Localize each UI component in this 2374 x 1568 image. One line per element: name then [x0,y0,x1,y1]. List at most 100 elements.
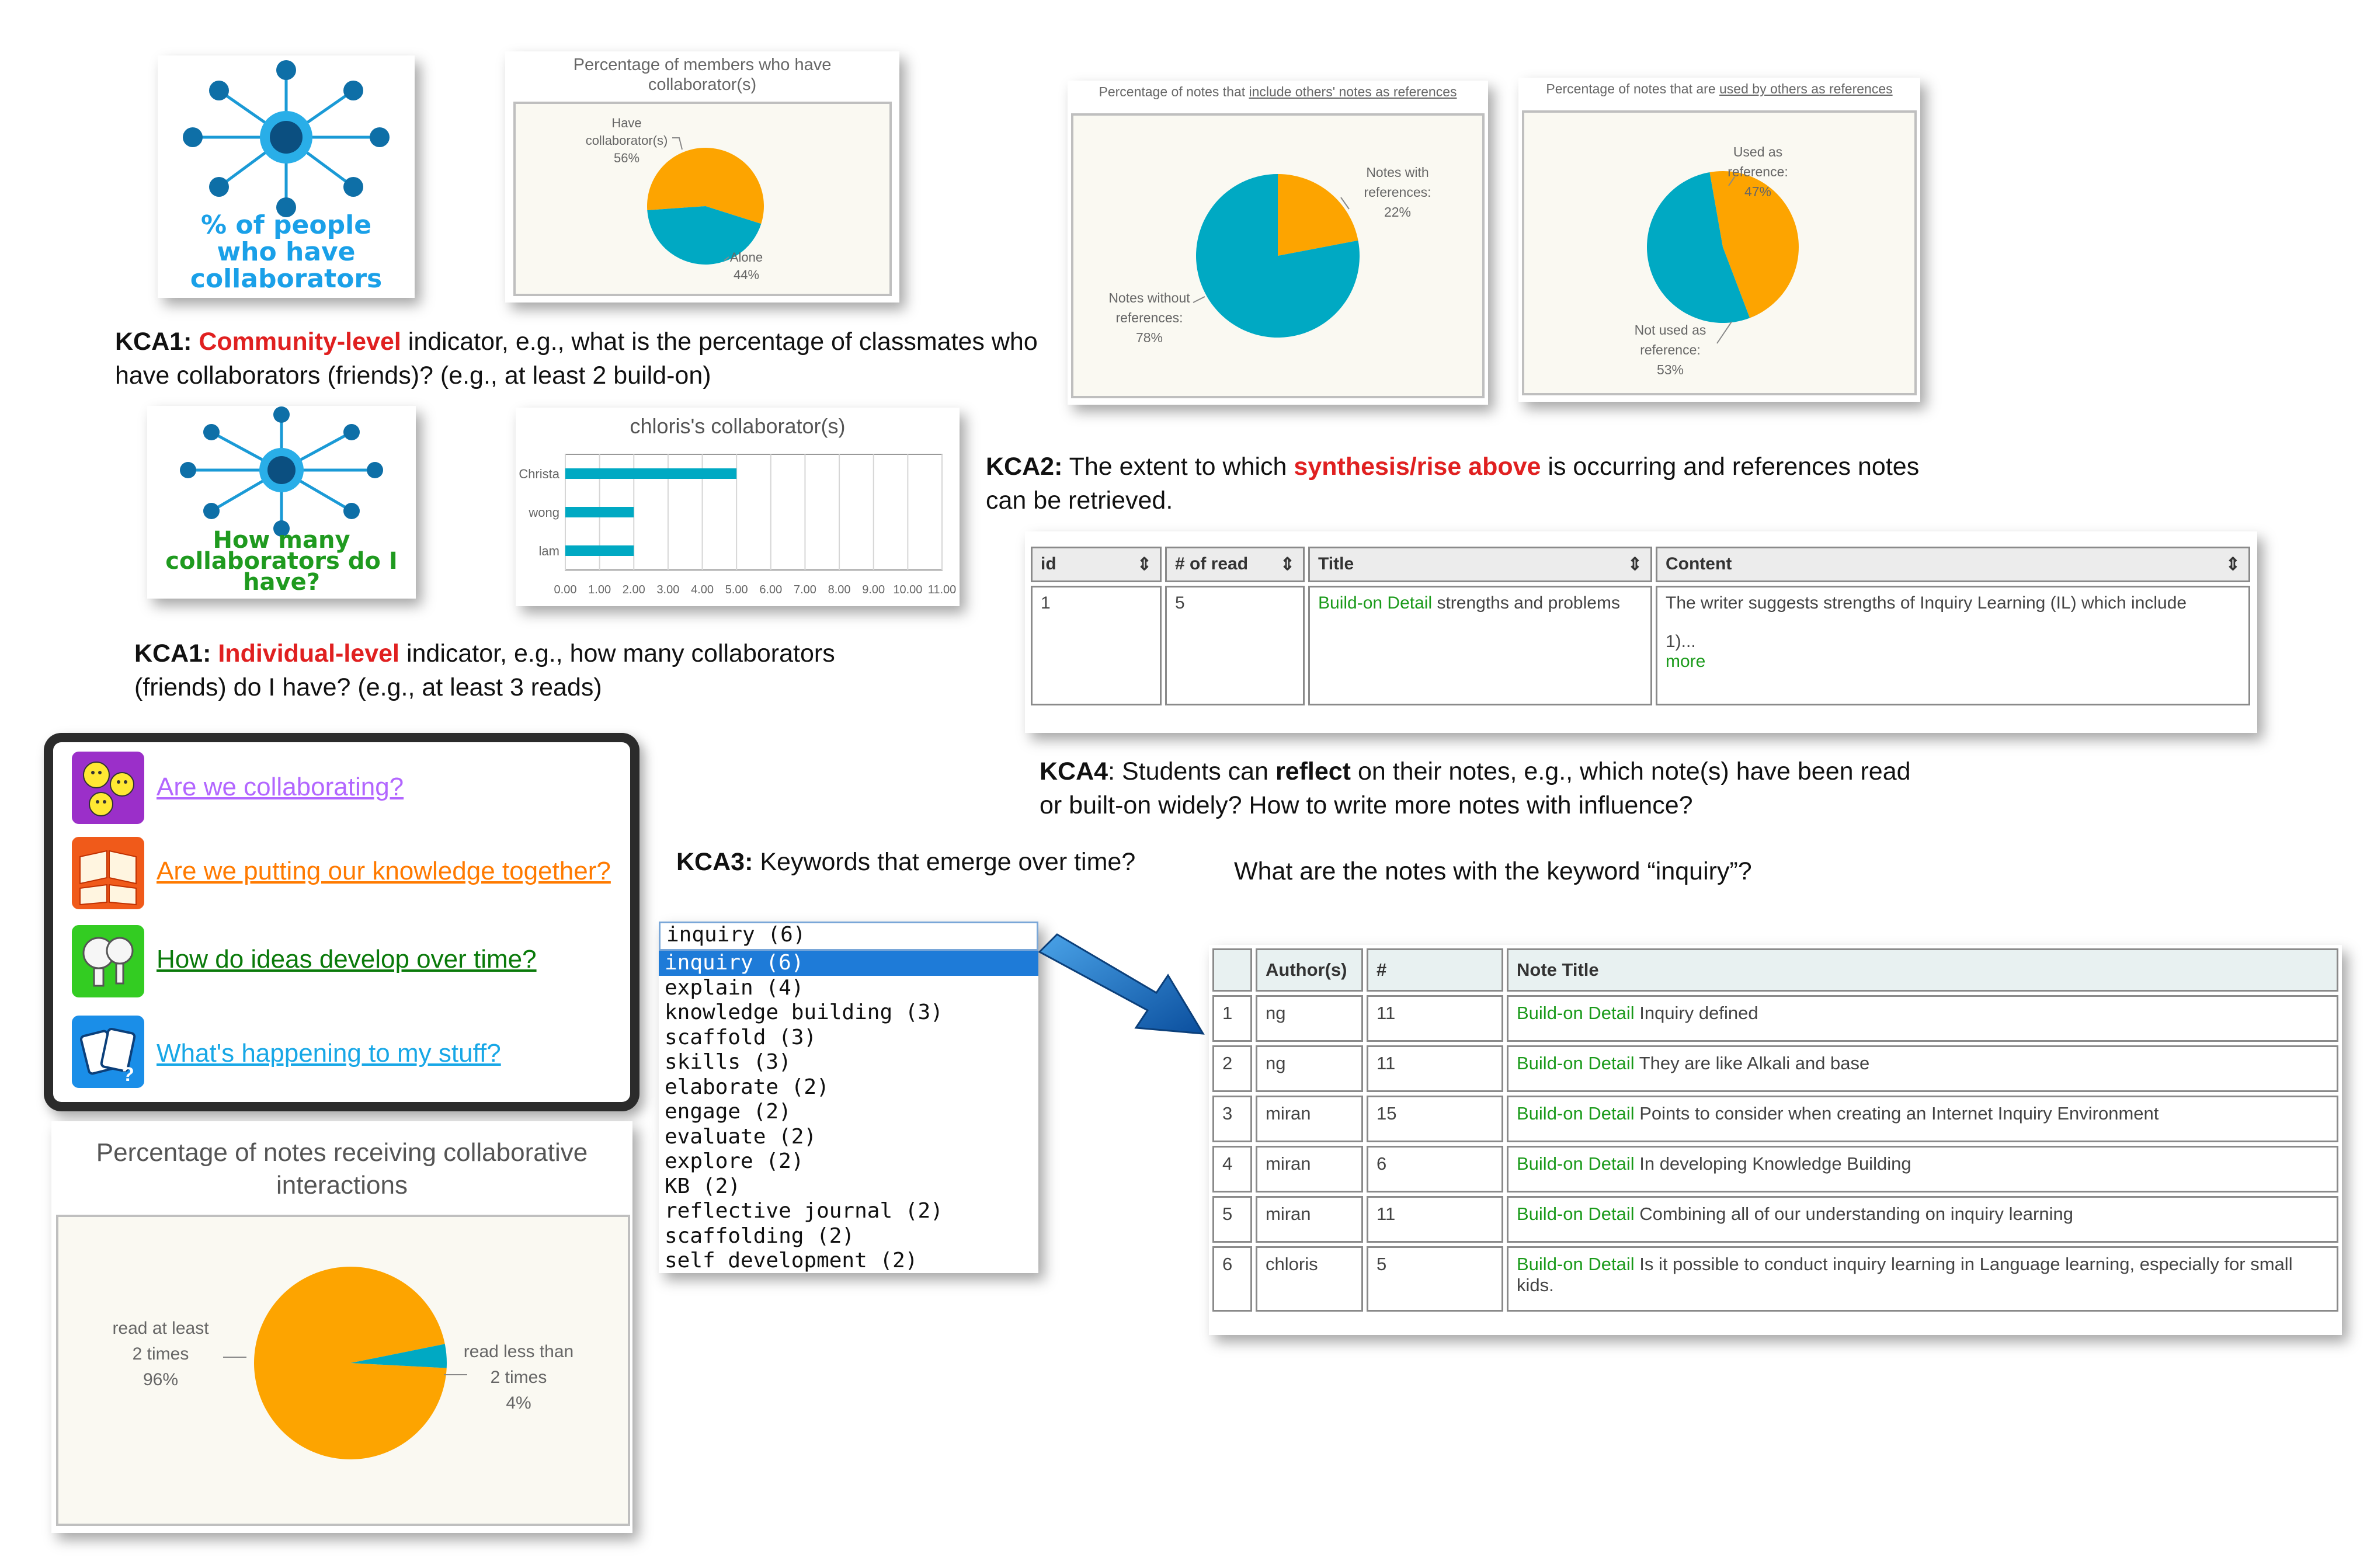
keyword-option[interactable]: explore (2) [665,1149,804,1173]
dashboard-item-ideas[interactable]: How do ideas develop over time? [53,925,630,1007]
pie-percent-label: 96% [143,1370,178,1389]
column-header-reads[interactable]: # [1367,948,1503,992]
x-tick-label: 11.00 [928,583,957,596]
cell-note-title[interactable]: Build-on Detail They are like Alkali and… [1507,1045,2338,1092]
keyword-option[interactable]: explain (4) [665,975,804,1000]
x-tick-label: 4.00 [691,583,714,596]
keyword-option[interactable]: inquiry (6) [659,951,1038,976]
keyword-option[interactable]: elaborate (2) [665,1075,829,1099]
dashboard-link-label[interactable]: Are we collaborating? [157,773,404,801]
table-row: 1 5 Build-on Detail strengths and proble… [1031,586,2250,705]
cell-title[interactable]: Build-on Detail strengths and problems [1308,586,1652,705]
column-header-title[interactable]: Title ⇕ [1308,547,1652,582]
keyword-option[interactable]: scaffold (3) [665,1025,817,1049]
table-row: 2 ng 11 Build-on Detail They are like Alkal… [1212,1045,2338,1092]
community-icon-text: % of people who have collaborators [190,210,383,294]
pie-slice [1278,174,1358,256]
cell-index: 5 [1212,1196,1252,1243]
cell-index: 1 [1212,995,1252,1042]
chart-title: Percentage of notes that include others'… [1099,84,1457,99]
kca1-community-caption: KCA1: Community-level indicator, e.g., w… [115,328,1038,390]
pie-percent-label: 78% [1136,330,1163,345]
bar-chart-title: chloris's collaborator(s) [630,414,846,438]
keyword-option[interactable]: evaluate (2) [665,1124,817,1149]
pie-chart: Have collaborator(s) 56% Alone 44% [586,116,764,282]
smiley-faces-icon [72,752,144,824]
dashboard-menu: Are we collaborating? Are we putting our… [44,733,639,1111]
dashboard-item-my-stuff[interactable]: ? What's happening to my stuff? [53,1016,630,1097]
keyword-dropdown: inquiry (6) inquiry (6) explain (4) knowle… [659,922,1038,1273]
keyword-option[interactable]: engage (2) [665,1100,791,1124]
pie-label: references: [1364,185,1431,200]
pie-chart: read at least 2 times 96% read less than 2 t… [112,1267,573,1459]
cell-author: miran [1256,1196,1363,1243]
cell-note-title[interactable]: Build-on Detail In developing Knowledge … [1507,1146,2338,1192]
community-icon-card: % of people who have collaborators [158,55,415,298]
cell-reads: 11 [1367,995,1503,1042]
keyword-list: inquiry (6) explain (4) knowledge building… [659,951,1038,1274]
dashboard-link-label[interactable]: How do ideas develop over time? [157,945,537,974]
individual-icon-text: How many collaborators do I have? [165,527,398,596]
pie-label: Alone [730,250,763,265]
pie-label: Notes without [1108,290,1190,305]
arrow-icon [1038,933,1205,1035]
keyword-select-input[interactable]: inquiry (6) [659,922,1038,951]
collaborative-interactions-chart: Percentage of notes receiving collaborat… [51,1121,632,1533]
keyword-option[interactable]: reflective journal (2) [665,1199,943,1223]
dashboard-link-label[interactable]: Are we putting our knowledge together? [157,857,611,885]
more-link[interactable]: more [1666,652,1706,671]
pie-label: Used as [1733,144,1782,159]
table-row: 1 ng 11 Build-on Detail Inquiry defined [1212,995,2338,1042]
y-category-label: Christa [519,467,559,481]
pie-slice [254,1267,447,1459]
cell-author: ng [1256,1045,1363,1092]
x-tick-label: 7.00 [794,583,816,596]
table-row: 4 miran 6 Build-on Detail In developing Kno… [1212,1146,2338,1192]
open-books-icon [72,837,144,909]
pie-label: read at least [112,1319,209,1338]
pie-chart: Notes with references: 22% Notes without ref… [1108,165,1431,345]
dashboard-item-collaborating[interactable]: Are we collaborating? [53,747,630,829]
column-header-id[interactable]: id ⇕ [1031,547,1162,582]
pie-label: Notes with [1366,165,1428,180]
chart-title: Percentage of notes receiving collaborat… [96,1138,588,1200]
pie-label: reference: [1728,164,1788,179]
network-people-icon [183,60,390,217]
pie-slice [1709,171,1799,318]
keyword-option[interactable]: KB (2) [665,1174,741,1198]
cell-note-title[interactable]: Build-on Detail Is it possible to conduc… [1507,1246,2338,1312]
cell-reads: 6 [1367,1146,1503,1192]
keyword-notes-table: Author(s) # Note Title 1 ng 11 Build-on Det… [1209,945,2342,1315]
column-header-note-title[interactable]: Note Title [1507,948,2338,992]
cell-index: 4 [1212,1146,1252,1192]
x-tick-label: 6.00 [759,583,782,596]
keyword-option[interactable]: knowledge building (3) [665,1000,943,1024]
column-header-reads[interactable]: # of read ⇕ [1165,547,1305,582]
pie-percent-label: 44% [734,267,759,282]
keyword-option[interactable]: skills (3) [665,1050,791,1074]
dashboard-item-knowledge[interactable]: Are we putting our knowledge together? [53,837,630,919]
column-header-authors[interactable]: Author(s) [1256,948,1363,992]
cell-reads: 11 [1367,1196,1503,1243]
cell-note-title[interactable]: Build-on Detail Combining all of our und… [1507,1196,2338,1243]
cell-note-title[interactable]: Build-on Detail Points to consider when … [1507,1096,2338,1142]
column-header-content[interactable]: Content ⇕ [1656,547,2250,582]
keyword-option[interactable]: scaffolding (2) [665,1223,855,1248]
x-tick-label: 2.00 [623,583,645,596]
note-reads-table-panel: id ⇕ # of read ⇕ Title ⇕ Content ⇕ 1 5 Build… [1025,531,2257,733]
pie-label: references: [1115,310,1183,325]
x-tick-label: 3.00 [656,583,679,596]
cell-reads: 15 [1367,1096,1503,1142]
chart-title: Percentage of members who have collabora… [573,55,832,94]
pie-label: 2 times [133,1344,189,1364]
x-tick-label: 9.00 [862,583,885,596]
cell-note-title[interactable]: Build-on Detail Inquiry defined [1507,995,2338,1042]
keyword-option[interactable]: self development (2) [665,1249,918,1273]
chart-title: Percentage of notes that are used by oth… [1546,81,1893,96]
cell-content: The writer suggests strengths of Inquiry… [1656,586,2250,705]
pie-label: Have [611,116,641,130]
x-tick-label: 5.00 [725,583,748,596]
pie-percent-label: 53% [1657,362,1684,377]
cell-author: chloris [1256,1246,1363,1312]
dashboard-link-label[interactable]: What's happening to my stuff? [157,1039,501,1068]
